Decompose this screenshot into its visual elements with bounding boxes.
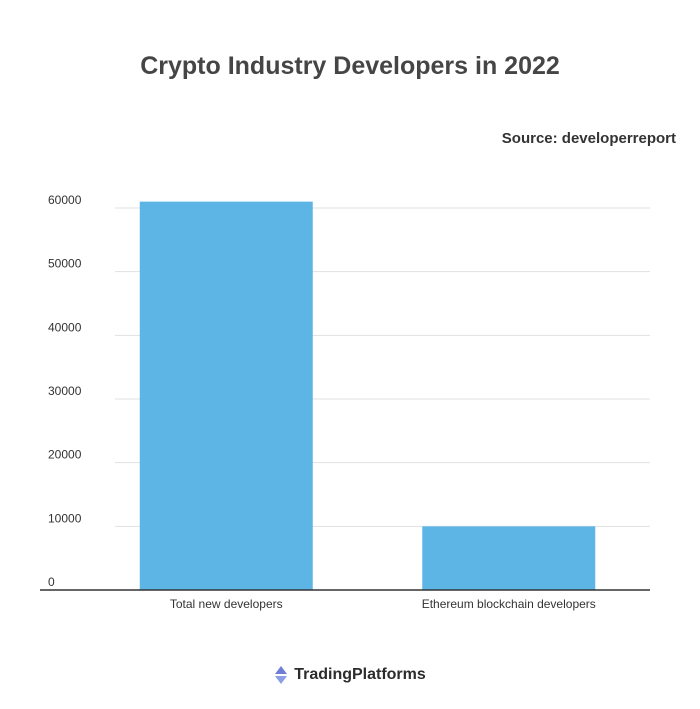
bar: [139, 201, 313, 590]
y-tick-label: 0: [48, 575, 55, 589]
y-tick-label: 20000: [48, 448, 82, 462]
y-axis-ticks: 0 10000 20000 30000 40000 50000 60000: [48, 193, 82, 589]
bar-chart: 0 10000 20000 30000 40000 50000 60000 Total ne…: [40, 193, 650, 611]
y-tick-label: 50000: [48, 257, 82, 271]
y-tick-label: 60000: [48, 193, 82, 207]
y-tick-label: 30000: [48, 384, 82, 398]
bar: [422, 526, 596, 590]
bars: [139, 201, 596, 590]
y-tick-label: 10000: [48, 511, 82, 525]
x-tick-label: Total new developers: [170, 597, 283, 611]
brand-footer: TradingPlatforms: [0, 666, 700, 689]
x-axis-ticks: Total new developers Ethereum blockchain …: [170, 597, 596, 611]
source-label: Source: developerreport: [501, 130, 676, 147]
x-tick-label: Ethereum blockchain developers: [422, 597, 596, 611]
tradingplatforms-logo-icon: [275, 666, 288, 684]
chart-title: Crypto Industry Developers in 2022: [140, 52, 560, 80]
y-tick-label: 40000: [48, 320, 82, 334]
brand-name: TradingPlatforms: [294, 666, 426, 683]
